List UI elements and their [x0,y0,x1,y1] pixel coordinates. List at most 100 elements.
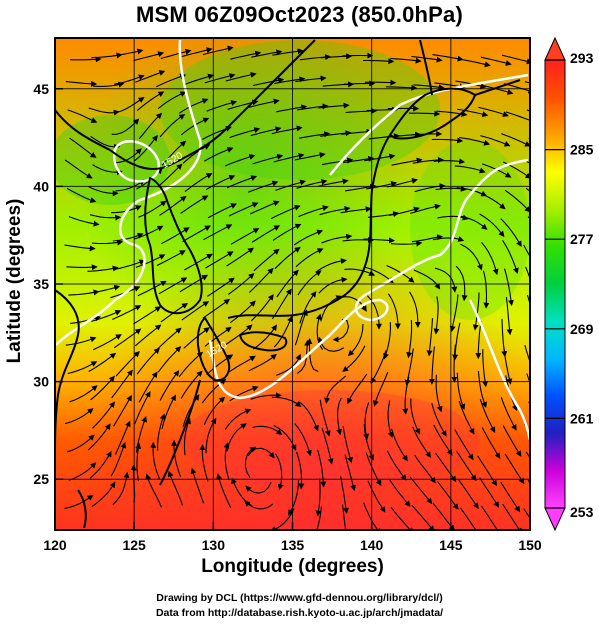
streamline-arrow [134,135,158,162]
streamline-arrow [159,114,186,138]
streamline-arrow [273,425,297,451]
streamline-arrow [228,202,259,217]
streamline-arrow [253,248,280,272]
colorbar-tick-label: 261 [570,410,594,426]
streamline-arrow [203,147,234,162]
streamline-arrow [452,322,461,361]
streamline-arrow [275,453,284,491]
streamline-arrow [180,370,203,399]
streamline-arrow [318,102,350,109]
colorbar-tick-label: 269 [570,321,594,337]
streamline-arrow [160,48,192,60]
credit-line-drawing: Drawing by DCL (https://www.gfd-dennou.o… [156,592,443,604]
streamline-arrow [500,218,522,247]
y-tick-label: 40 [33,178,49,194]
streamline-arrow [295,75,327,83]
streamline-arrow [112,305,142,320]
streamline-arrow [342,345,366,372]
coast-korea-peninsula [144,177,203,315]
streamline-arrow [505,296,513,336]
streamline-arrow [276,104,308,113]
contour-1520-south [208,158,529,400]
streamline-arrow [183,327,210,349]
streamline-arrow [110,442,127,477]
contour-1520-closed [113,140,161,183]
streamline-arrow [199,444,209,482]
credit-line-data: Data from http://database.rish.kyoto-u.a… [155,607,444,619]
y-tick-label: 45 [33,81,49,97]
streamline-arrow [115,350,140,377]
streamline-arrow [113,148,142,164]
streamline-arrow [89,214,122,221]
streamline-arrow [526,373,530,385]
streamline-arrow [138,371,158,403]
streamline-arrow [159,370,180,401]
coast-shikoku [239,331,288,352]
streamline-arrow [92,164,123,176]
streamline-arrow [479,477,500,508]
streamline-arrow [87,423,111,451]
streamline-arrow [363,424,375,461]
streamline-arrow [138,200,167,218]
streamline-arrow [64,494,94,510]
streamline-arrow [340,206,372,214]
streamline-arrow [434,267,458,293]
coast-kurils [474,79,521,96]
streamline-arrow [501,133,530,147]
streamline-arrow [167,470,184,506]
streamline-arrow [205,251,234,269]
streamline-arrow [408,110,441,117]
streamline-arrow [230,50,262,60]
streamline-arrow [297,103,329,111]
streamline-arrow [115,97,145,114]
streamline-arrow [182,225,211,243]
streamline-arrow [299,291,317,324]
coast-sakhalin [419,39,433,96]
streamline-arrow [251,225,281,243]
streamline-arrow [224,408,252,430]
streamline-arrow [320,53,353,60]
coast-kyushu [196,317,231,382]
streamline-arrow [244,446,257,478]
lat-lon-grid [55,38,530,530]
streamline-arrow [157,91,187,110]
streamline-arrow [472,292,480,331]
wind-streamlines [64,45,530,530]
x-tick-label: 140 [360,537,384,553]
streamline-arrow [437,214,469,221]
streamline-arrow [253,77,285,87]
streamline-arrow [93,81,125,88]
streamline-arrow [481,241,499,276]
streamline-arrow [428,346,435,385]
streamline-arrow [322,157,354,166]
streamline-arrow [161,394,176,429]
streamline-arrow [91,481,116,508]
colorbar-top-arrow [544,36,566,61]
streamline-arrow [344,268,376,276]
streamline-arrow [298,205,329,218]
streamline-arrow [206,277,235,297]
streamline-arrow [111,369,133,399]
streamline-arrow [477,370,487,408]
streamline-arrow [481,427,501,459]
streamline-arrow [252,324,277,350]
streamline-arrow [64,244,96,252]
streamline-arrow [477,455,498,487]
streamline-arrow [345,107,378,114]
streamline-arrow [134,391,151,425]
streamline-arrow [294,309,308,346]
streamline-arrow [182,144,211,164]
streamline-arrow [525,266,530,280]
streamline-arrow [225,71,257,82]
streamline-arrow [202,298,231,319]
streamline-arrow [297,270,322,296]
streamline-arrow [135,70,166,83]
streamline-arrow [68,216,100,227]
streamline-arrow [207,203,238,219]
streamline-arrow [135,416,147,453]
streamline-arrow [159,195,187,216]
streamline-arrow [298,401,319,432]
streamline-arrow [373,371,389,407]
colorbar-tick-label: 277 [570,231,594,247]
streamline-arrow [64,408,94,425]
